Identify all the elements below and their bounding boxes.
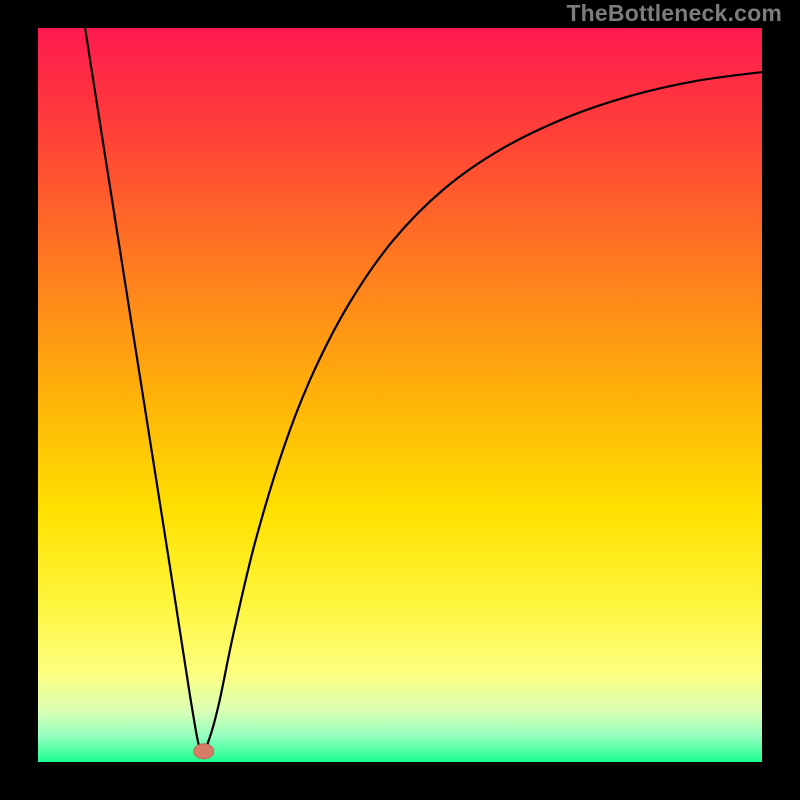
minimum-marker: [194, 744, 214, 759]
chart-container: TheBottleneck.com: [0, 0, 800, 800]
bottleneck-curve-chart: [0, 0, 800, 800]
plot-background: [38, 28, 762, 762]
watermark-text: TheBottleneck.com: [566, 0, 782, 27]
